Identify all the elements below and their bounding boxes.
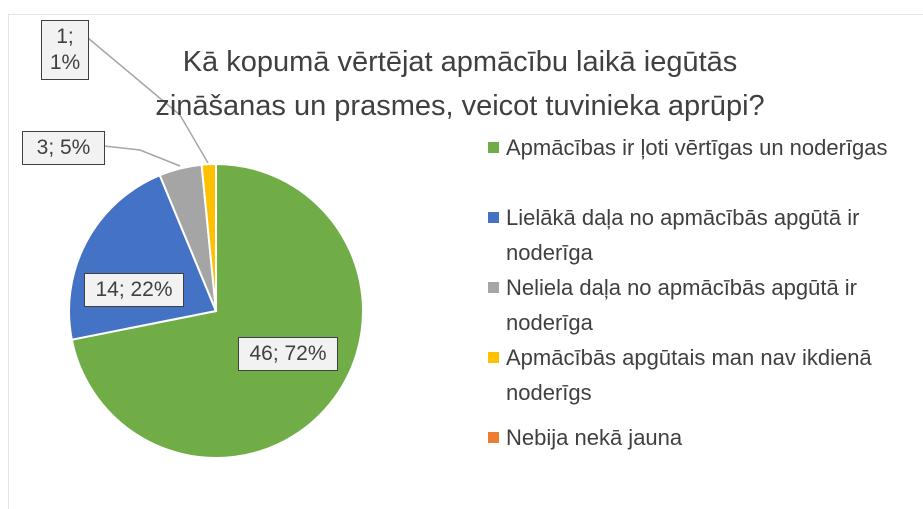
legend-swatch bbox=[488, 142, 499, 153]
data-label: 3; 5% bbox=[22, 131, 105, 165]
data-label: 14; 22% bbox=[84, 273, 184, 307]
legend-label: Nebija nekā jauna bbox=[506, 425, 683, 450]
data-label: 1; 1% bbox=[41, 20, 89, 80]
leader-line bbox=[87, 37, 209, 164]
pie-slice bbox=[200, 162, 217, 312]
legend-swatch bbox=[488, 432, 499, 443]
data-label: 46; 72% bbox=[238, 337, 338, 371]
legend-swatch bbox=[488, 212, 499, 223]
legend-label: Lielākā daļa no apmācībās apgūtā ir node… bbox=[506, 205, 860, 265]
legend-item: Apmācībās apgūtais man nav ikdienā noder… bbox=[488, 340, 908, 410]
legend-item: Lielākā daļa no apmācībās apgūtā ir node… bbox=[488, 200, 908, 270]
legend-item: Nebija nekā jauna bbox=[488, 420, 908, 455]
chart-frame bbox=[8, 14, 923, 509]
legend-swatch bbox=[488, 282, 499, 293]
legend-item: Apmācības ir ļoti vērtīgas un noderīgas bbox=[488, 130, 908, 165]
legend-swatch bbox=[488, 352, 499, 363]
chart-title: Kā kopumā vērtējat apmācību laikā iegūtā… bbox=[155, 46, 765, 122]
legend-label: Apmācības ir ļoti vērtīgas un noderīgas bbox=[506, 135, 888, 160]
legend-label: Neliela daļa no apmācībās apgūtā ir node… bbox=[506, 275, 858, 335]
legend-item: Neliela daļa no apmācībās apgūtā ir node… bbox=[488, 270, 908, 340]
leader-line bbox=[103, 145, 181, 167]
pie-slice bbox=[70, 162, 364, 459]
legend-label: Apmācībās apgūtais man nav ikdienā noder… bbox=[506, 345, 872, 405]
